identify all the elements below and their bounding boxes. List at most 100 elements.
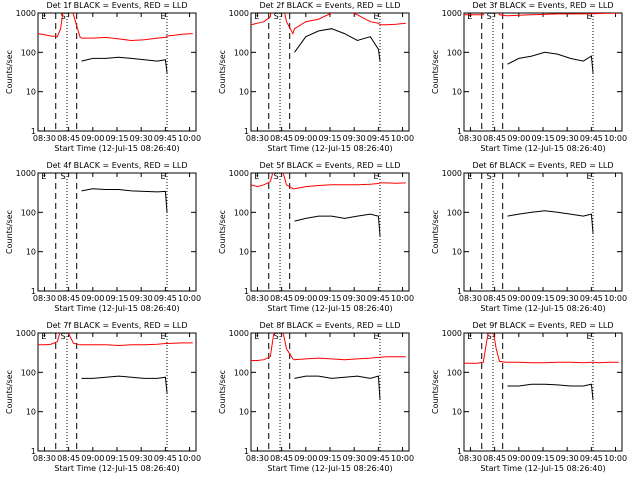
plot-frame [37, 332, 197, 452]
plot-frame [250, 12, 410, 132]
x-tick-label: 09:45 [154, 294, 177, 303]
x-tick-label: 09:00 [294, 454, 317, 463]
y-tick-label: 100 [234, 48, 249, 57]
annotation: S [61, 332, 66, 341]
plot-frame [250, 332, 410, 452]
annotation: E [41, 12, 46, 21]
y-tick-label: 1000 [16, 169, 36, 178]
x-tick-label: 08:30 [459, 134, 482, 143]
y-tick-label: 1000 [16, 329, 36, 338]
x-tick-label: 09:15 [105, 134, 128, 143]
annotation: S [61, 12, 66, 21]
annotation: S [487, 332, 492, 341]
annotation: E [467, 12, 472, 21]
y-tick-label: 1 [31, 127, 36, 136]
x-tick-label: 09:30 [130, 454, 153, 463]
annotation: E [587, 172, 592, 181]
y-axis-label: Counts/sec [5, 210, 14, 254]
x-tick-label: 09:45 [580, 134, 603, 143]
annotation: S [274, 172, 279, 181]
plot-frame [37, 172, 197, 292]
series-line [294, 375, 381, 400]
y-axis-label: Counts/sec [218, 210, 227, 254]
x-tick-label: 10:00 [178, 294, 201, 303]
chart-title: Det 4f BLACK = Events, RED = LLD [46, 161, 187, 170]
y-tick-label: 10 [239, 248, 249, 257]
x-tick-label: 09:15 [531, 454, 554, 463]
chart-title: Det 9f BLACK = Events, RED = LLD [472, 321, 613, 330]
series-line [464, 333, 619, 364]
series-line [38, 13, 193, 42]
series-line [81, 375, 168, 393]
x-tick-label: 08:45 [270, 134, 293, 143]
annotation: E [161, 172, 166, 181]
annotation: E [467, 332, 472, 341]
x-tick-label: 09:45 [367, 454, 390, 463]
y-tick-label: 100 [447, 208, 462, 217]
x-axis-label: Start Time (12-Jul-15 08:26:40) [480, 304, 605, 313]
series-line [81, 56, 168, 73]
y-tick-label: 1 [244, 287, 249, 296]
x-tick-label: 10:00 [178, 134, 201, 143]
x-tick-label: 10:00 [604, 454, 627, 463]
y-tick-label: 1000 [229, 9, 249, 18]
x-tick-label: 08:30 [459, 454, 482, 463]
y-tick-label: 100 [447, 368, 462, 377]
y-tick-label: 100 [234, 368, 249, 377]
y-tick-label: 1 [457, 447, 462, 456]
y-axis-label: Counts/sec [431, 370, 440, 414]
y-axis-label: Counts/sec [5, 50, 14, 94]
x-tick-label: 09:00 [507, 294, 530, 303]
x-tick-label: 08:30 [246, 294, 269, 303]
y-tick-label: 1000 [229, 329, 249, 338]
x-tick-label: 09:00 [81, 454, 104, 463]
annotation: E [161, 332, 166, 341]
panel: Det 9f BLACK = Events, RED = LLD 1 10 100 10… [431, 321, 627, 473]
plot-frame [463, 332, 623, 452]
x-tick-label: 09:30 [130, 294, 153, 303]
x-tick-label: 08:45 [57, 134, 80, 143]
x-axis-label: Start Time (12-Jul-15 08:26:40) [267, 464, 392, 473]
panel: Det 8f BLACK = Events, RED = LLD 1 10 100 10… [218, 321, 414, 473]
panel: Det 6f BLACK = Events, RED = LLD 1 10 100 10… [431, 161, 627, 313]
chart-title: Det 2f BLACK = Events, RED = LLD [259, 1, 400, 10]
y-axis-label: Counts/sec [431, 50, 440, 94]
series-line [251, 13, 406, 35]
panel: Det 3f BLACK = Events, RED = LLD 1 10 100 10… [431, 1, 627, 153]
x-tick-label: 09:45 [580, 294, 603, 303]
annotation: S [487, 172, 492, 181]
annotation: S [274, 12, 279, 21]
y-tick-label: 1 [31, 287, 36, 296]
y-axis-label: Counts/sec [431, 210, 440, 254]
chart-title: Det 3f BLACK = Events, RED = LLD [472, 1, 613, 10]
x-tick-label: 08:30 [33, 454, 56, 463]
series-line [507, 51, 594, 73]
y-axis-label: Counts/sec [5, 370, 14, 414]
x-tick-label: 08:30 [459, 294, 482, 303]
x-tick-label: 10:00 [604, 294, 627, 303]
annotation: S [61, 172, 66, 181]
x-tick-label: 10:00 [391, 134, 414, 143]
y-tick-label: 10 [26, 248, 36, 257]
chart-title: Det 7f BLACK = Events, RED = LLD [46, 321, 187, 330]
chart-title: Det 8f BLACK = Events, RED = LLD [259, 321, 400, 330]
x-tick-label: 09:00 [507, 454, 530, 463]
y-tick-label: 1000 [442, 329, 462, 338]
annotation: E [374, 12, 379, 21]
annotation: E [41, 172, 46, 181]
x-tick-label: 10:00 [604, 134, 627, 143]
y-tick-label: 100 [447, 48, 462, 57]
panel: Det 2f BLACK = Events, RED = LLD 1 10 100 10… [218, 1, 414, 153]
annotation: S [274, 332, 279, 341]
x-tick-label: 09:30 [556, 294, 579, 303]
annotation: E [41, 332, 46, 341]
x-axis-label: Start Time (12-Jul-15 08:26:40) [480, 144, 605, 153]
y-tick-label: 10 [452, 408, 462, 417]
x-tick-label: 09:15 [531, 294, 554, 303]
y-tick-label: 100 [21, 208, 36, 217]
annotation: E [254, 332, 259, 341]
chart-title: Det 5f BLACK = Events, RED = LLD [259, 161, 400, 170]
plot-frame [463, 12, 623, 132]
